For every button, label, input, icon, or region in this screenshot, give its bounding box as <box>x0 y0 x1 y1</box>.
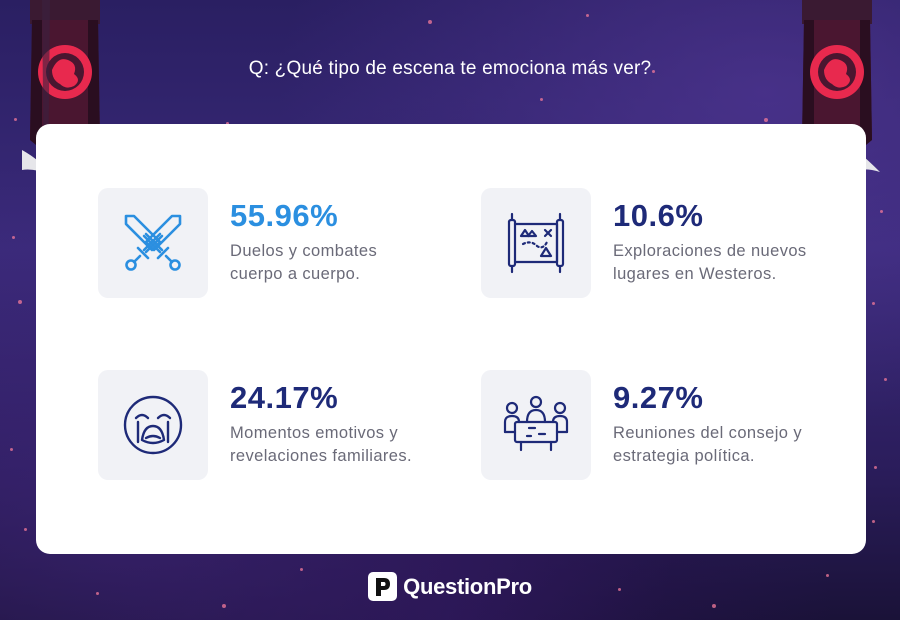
stat-description: Duelos y combates cuerpo a cuerpo. <box>230 240 460 286</box>
stat-exploration: 10.6% Exploraciones de nuevos lugares en… <box>481 188 841 300</box>
council-meeting-icon <box>503 395 569 452</box>
stat-percent: 55.96% <box>230 198 339 233</box>
crying-face-icon <box>123 395 183 455</box>
stat-description-line: Reuniones del consejo y <box>613 424 802 442</box>
stat-description-line: estrategia política. <box>613 447 755 465</box>
stat-description: Exploraciones de nuevos lugares en Weste… <box>613 240 843 286</box>
stat-description-line: lugares en Westeros. <box>613 265 777 283</box>
stat-description-line: Momentos emotivos y <box>230 424 399 442</box>
stat-description: Reuniones del consejo y estrategia polít… <box>613 422 843 468</box>
stat-description: Momentos emotivos y revelaciones familia… <box>230 422 460 468</box>
stat-percent: 9.27% <box>613 380 704 415</box>
stat-icon-box <box>481 370 591 480</box>
questionpro-logo[interactable]: QuestionPro <box>0 572 900 601</box>
stat-percent: 10.6% <box>613 198 704 233</box>
stat-icon-box <box>481 188 591 298</box>
stat-description-line: revelaciones familiares. <box>230 447 413 465</box>
stat-description-line: Exploraciones de nuevos <box>613 242 807 260</box>
stat-emotional: 24.17% Momentos emotivos y revelaciones … <box>98 370 458 482</box>
question-title: Q: ¿Qué tipo de escena te emociona más v… <box>248 58 652 79</box>
stat-percent: 24.17% <box>230 380 339 415</box>
stat-duels: 55.96% Duelos y combates cuerpo a cuerpo… <box>98 188 458 300</box>
stat-description-line: cuerpo a cuerpo. <box>230 265 361 283</box>
map-scroll-icon <box>507 212 565 274</box>
questionpro-mark-icon <box>368 572 398 601</box>
stat-icon-box <box>98 370 208 480</box>
results-card: 55.96% Duelos y combates cuerpo a cuerpo… <box>36 124 866 554</box>
brand-name: QuestionPro <box>403 573 532 599</box>
stat-icon-box <box>98 188 208 298</box>
crossed-swords-icon <box>124 214 182 271</box>
stat-description-line: Duelos y combates <box>230 242 378 260</box>
stat-council: 9.27% Reuniones del consejo y estrategia… <box>481 370 841 482</box>
